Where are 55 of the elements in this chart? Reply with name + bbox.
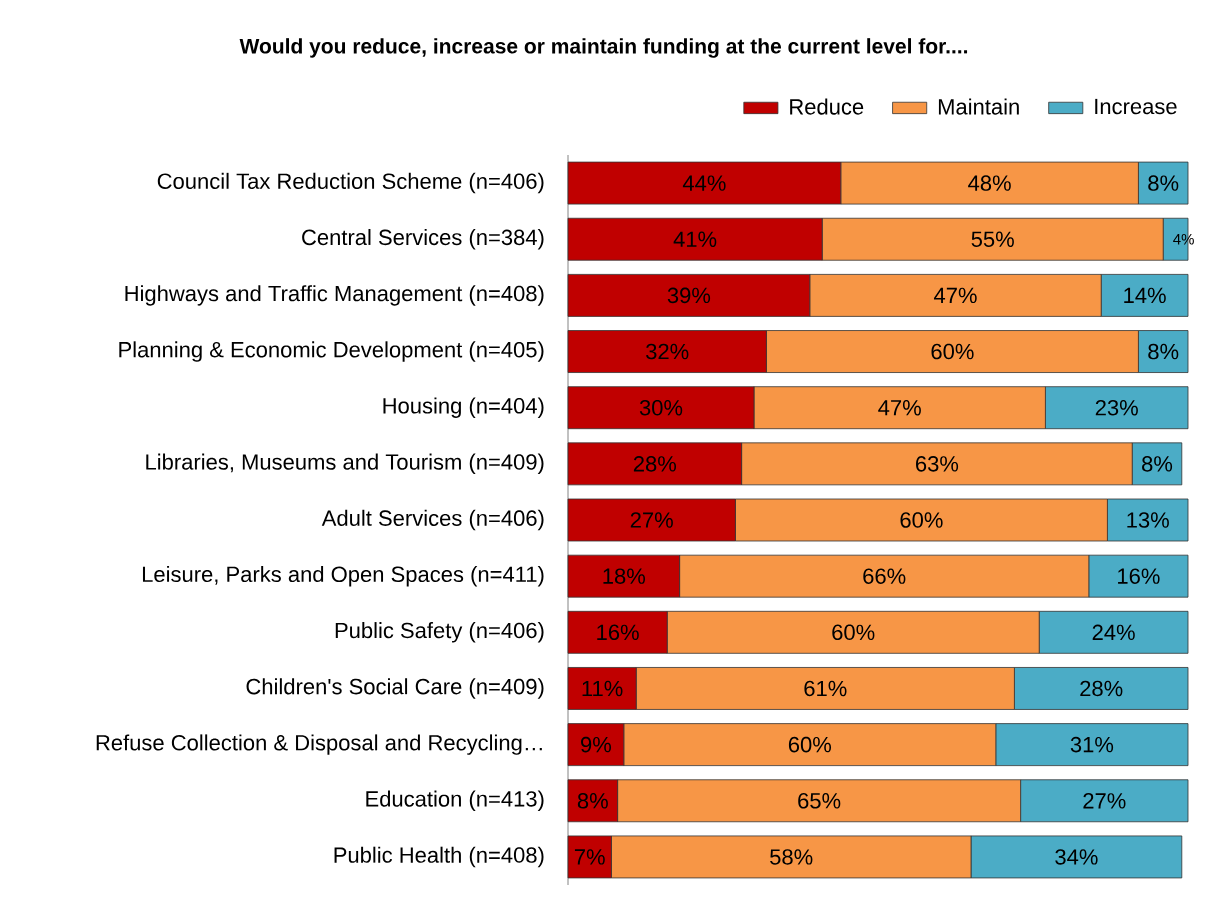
data-label: 27% xyxy=(1083,793,1126,809)
data-label: 32% xyxy=(646,343,689,360)
data-label: 39% xyxy=(667,287,711,304)
y-tick-label: Refuse Collection & Disposal and Recycling… xyxy=(96,734,542,755)
data-label: 58% xyxy=(770,849,813,865)
y-tick-label: Council Tax Reduction Scheme (n=406) xyxy=(157,172,544,194)
data-label: 28% xyxy=(1080,680,1123,697)
y-tick-label: Children's Social Care (n=409) xyxy=(246,678,544,699)
y-tick-label: Public Health (n=408) xyxy=(334,846,544,868)
data-label: 30% xyxy=(639,399,683,416)
data-label: 47% xyxy=(934,287,977,304)
data-label: 28% xyxy=(633,456,677,472)
y-tick-label: Education (n=413) xyxy=(366,790,544,812)
data-label: 8% xyxy=(577,793,608,809)
data-label: 60% xyxy=(931,343,974,360)
data-label: 16% xyxy=(597,624,639,641)
y-tick-label: Housing (n=404) xyxy=(383,397,544,418)
data-label: 63% xyxy=(916,456,959,472)
legend-label: Maintain xyxy=(938,98,1019,115)
data-label: 60% xyxy=(832,624,875,641)
y-tick-label: Libraries, Museums and Tourism (n=409) xyxy=(146,453,544,475)
y-tick-label: Planning & Economic Development (n=405) xyxy=(119,341,544,362)
data-label: 11% xyxy=(582,680,623,697)
data-label: 23% xyxy=(1095,399,1138,416)
data-label: 8% xyxy=(1142,456,1173,472)
chart-title: Would you reduce, increase or maintain funding at the current level for.... xyxy=(239,38,968,58)
data-label: 27% xyxy=(630,512,673,528)
data-label: 60% xyxy=(788,736,832,753)
data-label: 31% xyxy=(1070,736,1114,753)
legend-label: Increase xyxy=(1095,98,1177,115)
y-tick-label: Adult Services (n=406) xyxy=(321,509,544,531)
data-label: 18% xyxy=(603,568,646,584)
data-label: 16% xyxy=(1118,568,1160,584)
y-tick-label: Central Services (n=384) xyxy=(302,229,544,250)
data-label: 65% xyxy=(798,793,841,809)
y-tick-label: Public Safety (n=406) xyxy=(335,622,544,643)
data-label: 14% xyxy=(1124,287,1166,304)
y-tick-label: Leisure, Parks and Open Spaces (n=411) xyxy=(142,565,544,587)
data-label: 8% xyxy=(1148,343,1179,360)
data-label: 7% xyxy=(574,849,605,865)
data-label: 47% xyxy=(878,400,921,416)
data-label: 41% xyxy=(673,231,717,247)
legend-label: Reduce xyxy=(790,98,864,115)
y-tick-label: Highways and Traffic Management (n=408) xyxy=(125,285,544,306)
data-label: 8% xyxy=(1148,175,1179,191)
data-label: 48% xyxy=(968,175,1011,191)
data-label: 24% xyxy=(1092,624,1135,641)
data-label: 60% xyxy=(900,512,943,528)
data-label: 13% xyxy=(1127,512,1169,528)
data-label: 44% xyxy=(682,175,726,191)
data-label: 55% xyxy=(971,231,1014,247)
data-label: 61% xyxy=(804,680,847,697)
data-label: 34% xyxy=(1055,849,1098,865)
data-label: 9% xyxy=(581,736,611,753)
data-label: 66% xyxy=(863,568,906,584)
